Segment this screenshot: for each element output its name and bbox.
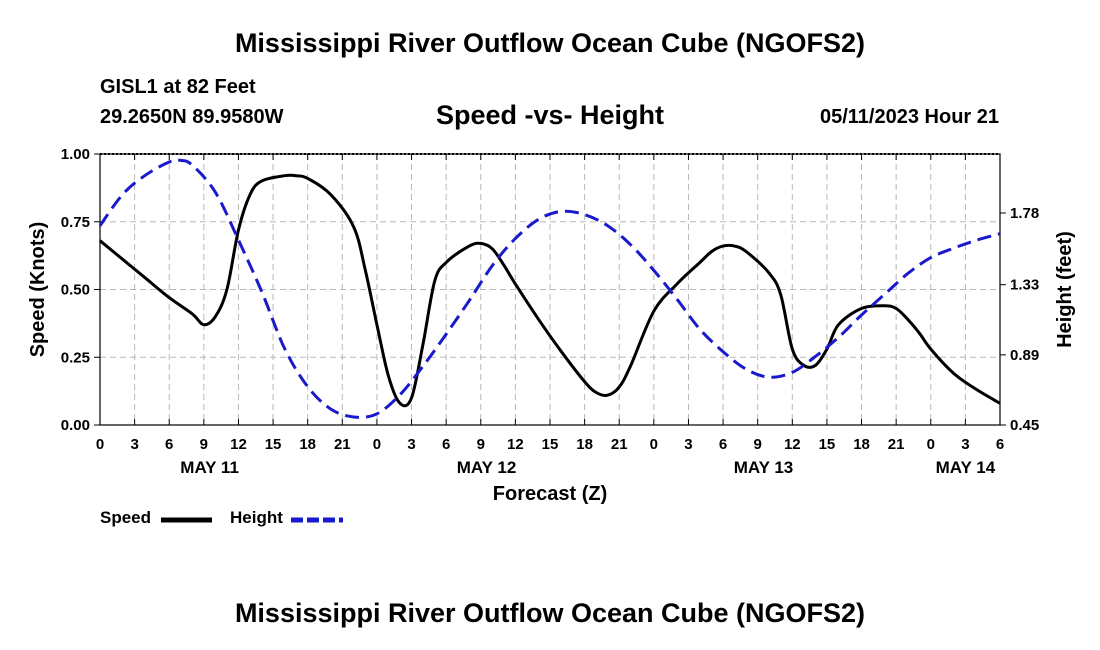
x-tick-label: 18: [853, 436, 870, 453]
x-tick-label: 12: [230, 436, 247, 453]
legend-height-label: Height: [230, 508, 283, 527]
x-tick-label: 0: [927, 436, 935, 453]
x-tick-label: 12: [507, 436, 524, 453]
x-tick-label: 0: [650, 436, 658, 453]
station-label: GISL1 at 82 Feet: [100, 76, 256, 98]
x-tick-label: 3: [961, 436, 969, 453]
x-axis-label: Forecast (Z): [493, 483, 607, 505]
x-tick-label: 21: [611, 436, 628, 453]
bottom-title: Mississippi River Outflow Ocean Cube (NG…: [234, 598, 866, 628]
x-tick-label: 18: [299, 436, 316, 453]
series-line-speed: [99, 173, 1001, 408]
x-tick-label: 6: [996, 436, 1004, 453]
x-tick-label: 0: [96, 436, 104, 453]
x-tick-label: 3: [407, 436, 415, 453]
y-tick-label: 1.00: [61, 146, 90, 163]
y2-axis-label: Height (feet): [1054, 231, 1076, 348]
x-tick-label: 18: [576, 436, 593, 453]
x-tick-label: 12: [784, 436, 801, 453]
x-tick-label: 6: [442, 436, 450, 453]
x-tick-label: 6: [165, 436, 173, 453]
y-tick-label: 0.50: [61, 282, 90, 299]
date-label: MAY 12: [457, 458, 517, 477]
legend-speed-label: Speed: [100, 508, 152, 527]
y-tick-label: 0.00: [61, 417, 90, 434]
x-tick-label: 15: [819, 436, 836, 453]
x-tick-label: 3: [684, 436, 692, 453]
y-tick-label: 0.25: [61, 349, 90, 366]
x-tick-label: 15: [542, 436, 559, 453]
series-line-height: [98, 158, 1001, 419]
y-tick-label: 0.75: [61, 214, 90, 231]
y2-tick-label: 1.33: [1010, 277, 1039, 294]
station-coordinates: 29.2650N 89.9580W: [100, 106, 284, 128]
date-label: MAY 13: [734, 458, 794, 477]
x-tick-label: 9: [477, 436, 485, 453]
x-tick-label: 3: [130, 436, 138, 453]
forecast-datetime: 05/11/2023 Hour 21: [819, 106, 999, 128]
x-tick-label: 9: [754, 436, 762, 453]
y2-tick-label: 0.45: [1010, 417, 1039, 434]
date-label: MAY 11: [180, 458, 239, 477]
chart-subtitle: Speed -vs- Height: [435, 100, 665, 130]
x-tick-label: 21: [334, 436, 351, 453]
y2-tick-label: 0.89: [1010, 347, 1039, 364]
chart-title: Mississippi River Outflow Ocean Cube (NG…: [234, 28, 866, 58]
x-tick-label: 9: [200, 436, 208, 453]
x-tick-label: 15: [265, 436, 282, 453]
x-tick-label: 0: [373, 436, 381, 453]
date-label: MAY 14: [936, 458, 996, 477]
y2-tick-label: 1.78: [1010, 205, 1039, 222]
x-tick-label: 6: [719, 436, 727, 453]
y-axis-label: Speed (Knots): [27, 222, 49, 358]
x-tick-label: 21: [888, 436, 905, 453]
